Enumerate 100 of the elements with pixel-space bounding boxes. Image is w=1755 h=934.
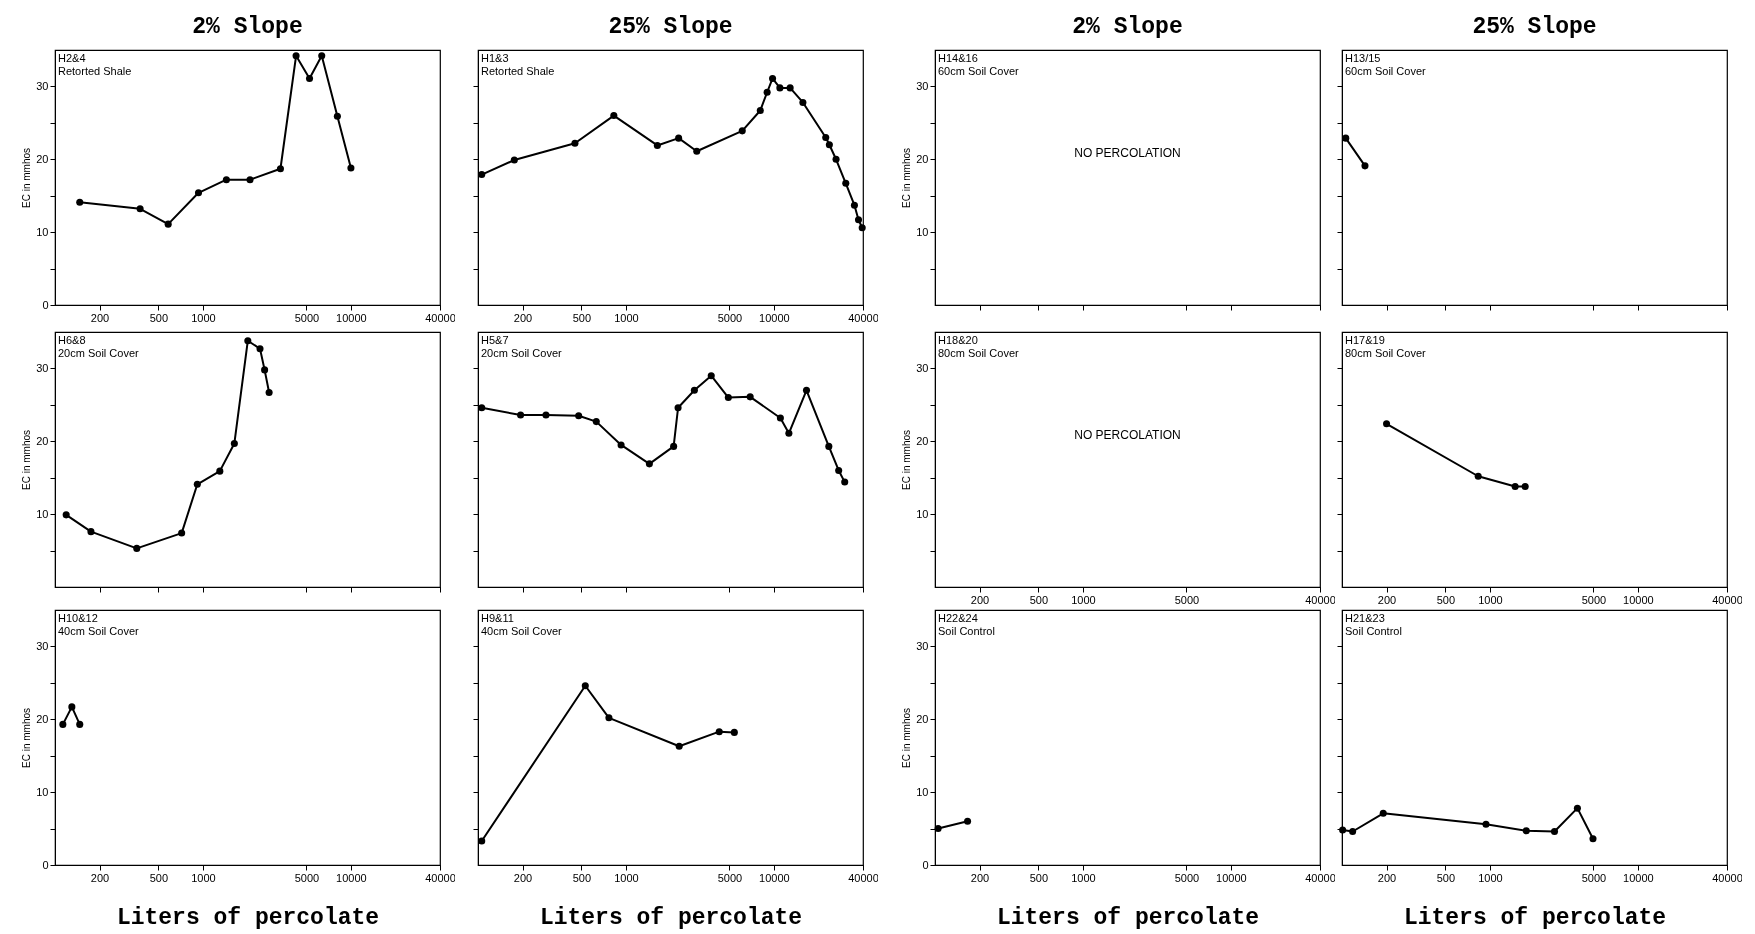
annotation: 80cm Soil Cover xyxy=(938,347,1020,359)
y-axis-title: EC in mmhos xyxy=(901,429,913,491)
x-axis-title: Liters of percolate xyxy=(116,904,380,931)
x-tick-label: 500 xyxy=(1436,593,1456,606)
y-axis-title: EC in mmhos xyxy=(21,707,33,769)
x-tick-label: 500 xyxy=(1029,593,1049,606)
annotation: 40cm Soil Cover xyxy=(58,625,140,637)
y-tick-label: 10 xyxy=(36,225,49,238)
x-tick-label: 5000 xyxy=(717,311,743,324)
x-tick-label: 10000 xyxy=(759,871,790,884)
x-tick-label: 40000 xyxy=(1712,593,1743,606)
x-tick-label: 200 xyxy=(513,311,533,324)
x-tick-label: 1000 xyxy=(1071,871,1096,884)
x-tick-label: 5000 xyxy=(717,871,743,884)
y-tick-label: 30 xyxy=(36,79,49,92)
x-tick-label: 5000 xyxy=(1174,593,1200,606)
x-tick-label: 200 xyxy=(513,871,533,884)
annotation: 60cm Soil Cover xyxy=(938,65,1020,77)
annotation: H17&19 xyxy=(1345,334,1385,346)
x-tick-label: 40000 xyxy=(1305,593,1336,606)
x-tick-label: 10000 xyxy=(1623,871,1654,884)
y-tick-label: 20 xyxy=(916,434,929,447)
y-axis-title: EC in mmhos xyxy=(21,147,33,209)
annotation: H6&8 xyxy=(58,334,86,346)
annotation: H10&12 xyxy=(58,612,98,624)
y-tick-label: 30 xyxy=(916,639,929,652)
x-tick-label: 500 xyxy=(1436,871,1456,884)
y-axis-title: EC in mmhos xyxy=(901,147,913,209)
chart-title: 25% Slope xyxy=(1472,14,1597,40)
x-tick-label: 1000 xyxy=(191,311,216,324)
x-tick-label: 40000 xyxy=(425,871,456,884)
x-axis-title: Liters of percolate xyxy=(539,904,803,931)
y-tick-label: 10 xyxy=(916,507,929,520)
x-tick-label: 5000 xyxy=(1174,871,1200,884)
x-tick-label: 10000 xyxy=(336,871,367,884)
y-tick-label: 30 xyxy=(916,79,929,92)
chart-title: 25% Slope xyxy=(608,14,733,40)
y-tick-label: 20 xyxy=(916,712,929,725)
x-tick-label: 1000 xyxy=(1478,593,1503,606)
annotation: Soil Control xyxy=(938,625,995,637)
x-tick-label: 5000 xyxy=(294,311,320,324)
annotation: 20cm Soil Cover xyxy=(58,347,140,359)
x-axis-title: Liters of percolate xyxy=(996,904,1260,931)
x-tick-label: 200 xyxy=(90,871,110,884)
x-tick-label: 1000 xyxy=(614,311,639,324)
y-tick-label: 0 xyxy=(42,298,49,311)
y-tick-label: 30 xyxy=(916,361,929,374)
y-axis-title: EC in mmhos xyxy=(21,429,33,491)
x-tick-label: 1000 xyxy=(1071,593,1096,606)
annotation: H9&11 xyxy=(481,612,514,624)
annotation: 60cm Soil Cover xyxy=(1345,65,1427,77)
x-tick-label: 5000 xyxy=(1581,871,1607,884)
x-tick-label: 1000 xyxy=(191,871,216,884)
x-tick-label: 40000 xyxy=(848,871,879,884)
y-tick-label: 10 xyxy=(36,785,49,798)
annotation: H5&7 xyxy=(481,334,509,346)
x-tick-label: 5000 xyxy=(294,871,320,884)
x-tick-label: 500 xyxy=(149,871,169,884)
x-tick-label: 200 xyxy=(1377,871,1397,884)
y-axis-title: EC in mmhos xyxy=(901,707,913,769)
y-tick-label: 20 xyxy=(36,434,49,447)
annotation: H2&4 xyxy=(58,52,86,64)
annotation: 20cm Soil Cover xyxy=(481,347,563,359)
x-tick-label: 200 xyxy=(90,311,110,324)
annotation: H22&24 xyxy=(938,612,978,624)
annotation: Retorted Shale xyxy=(481,65,555,77)
y-tick-label: 10 xyxy=(36,507,49,520)
y-tick-label: 10 xyxy=(916,225,929,238)
annotation: H13/15 xyxy=(1345,52,1381,64)
x-tick-label: 40000 xyxy=(1305,871,1336,884)
annotation: H18&20 xyxy=(938,334,978,346)
x-tick-label: 200 xyxy=(1377,593,1397,606)
x-tick-label: 500 xyxy=(1029,871,1049,884)
y-tick-label: 30 xyxy=(36,639,49,652)
x-tick-label: 500 xyxy=(572,311,592,324)
y-tick-label: 10 xyxy=(916,785,929,798)
x-tick-label: 10000 xyxy=(759,311,790,324)
annotation: H14&16 xyxy=(938,52,978,64)
annotation: 80cm Soil Cover xyxy=(1345,347,1427,359)
y-tick-label: 0 xyxy=(42,858,49,871)
annotation: H1&3 xyxy=(481,52,509,64)
x-tick-label: 1000 xyxy=(614,871,639,884)
x-tick-label: 200 xyxy=(970,593,990,606)
annotation: NO PERCOLATION xyxy=(1074,145,1181,160)
x-tick-label: 1000 xyxy=(1478,871,1503,884)
y-tick-label: 20 xyxy=(36,152,49,165)
x-tick-label: 40000 xyxy=(1712,871,1743,884)
y-tick-label: 0 xyxy=(922,858,929,871)
chart-title: 2% Slope xyxy=(1072,14,1183,40)
x-tick-label: 500 xyxy=(572,871,592,884)
x-tick-label: 10000 xyxy=(1623,593,1654,606)
x-tick-label: 40000 xyxy=(848,311,879,324)
y-tick-label: 30 xyxy=(36,361,49,374)
y-tick-label: 20 xyxy=(36,712,49,725)
annotation: Soil Control xyxy=(1345,625,1402,637)
annotation: 40cm Soil Cover xyxy=(481,625,563,637)
x-tick-label: 200 xyxy=(970,871,990,884)
annotation: NO PERCOLATION xyxy=(1074,427,1181,442)
x-tick-label: 500 xyxy=(149,311,169,324)
annotation: Retorted Shale xyxy=(58,65,132,77)
